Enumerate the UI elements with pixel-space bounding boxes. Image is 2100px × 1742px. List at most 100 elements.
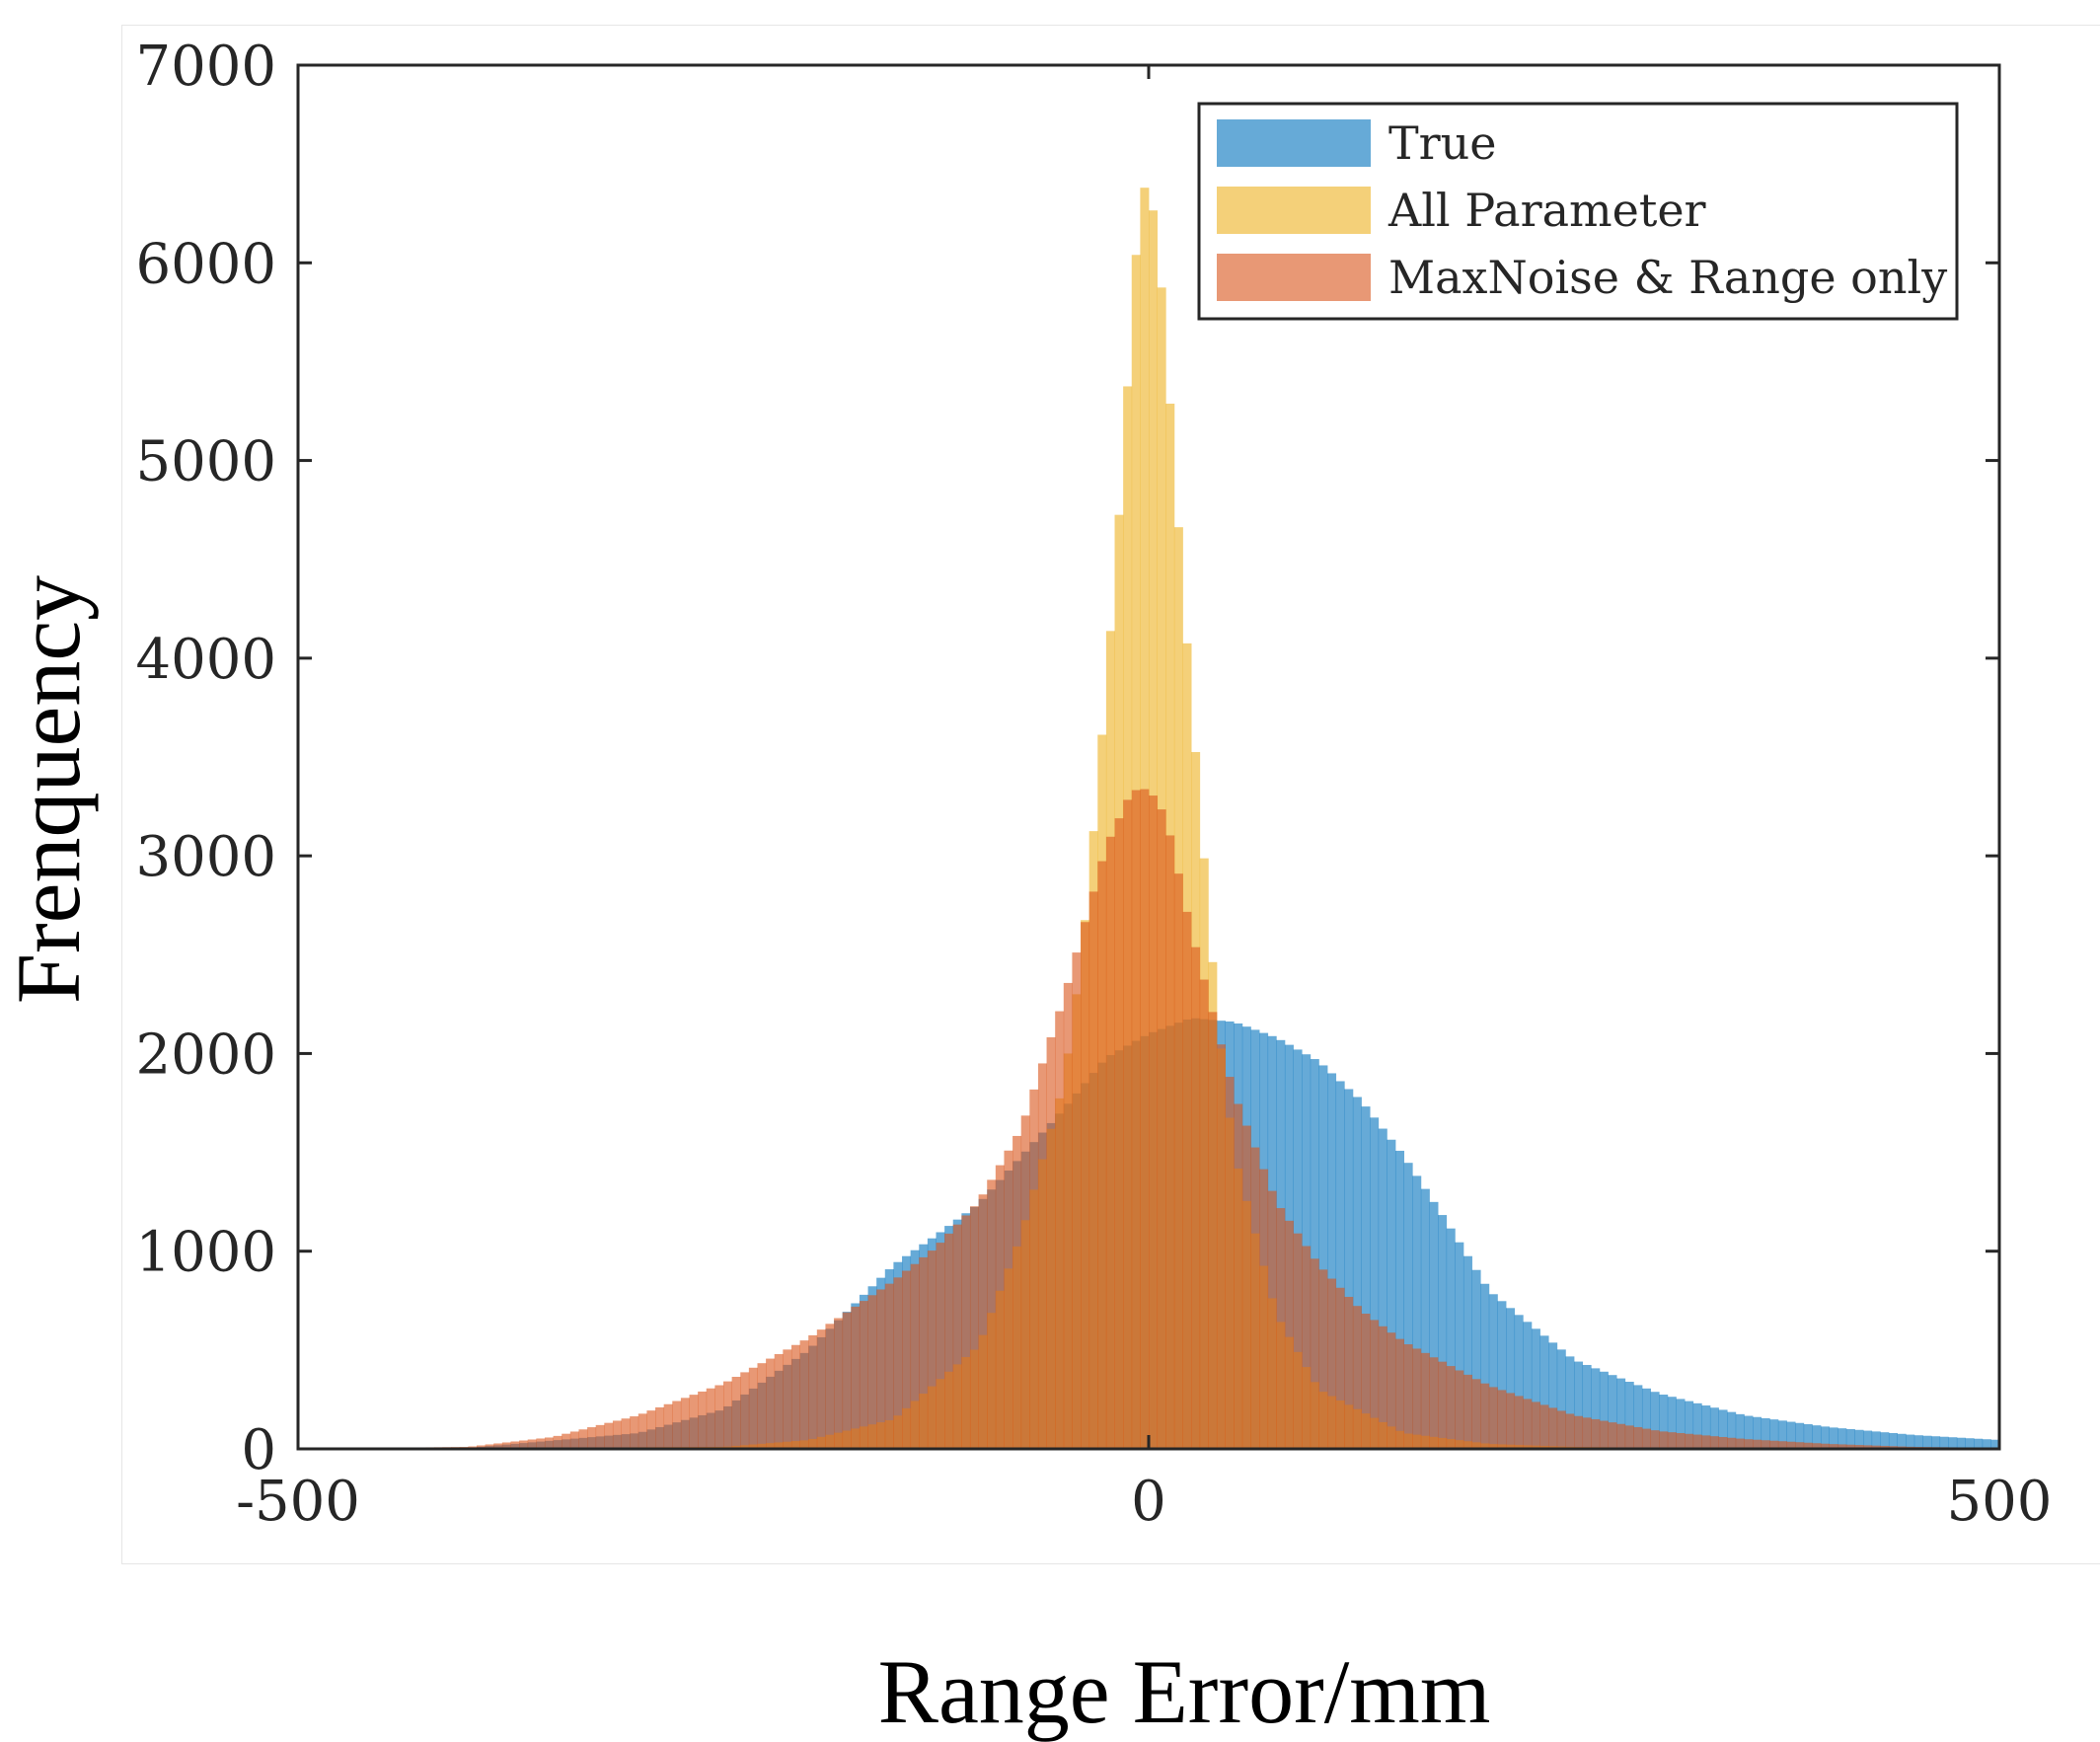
bar: [1718, 1436, 1728, 1449]
bar: [1685, 1401, 1694, 1449]
bar: [1624, 1425, 1634, 1449]
y-tick-label: 4000: [135, 628, 276, 692]
y-tick-label: 3000: [135, 825, 276, 889]
bar: [672, 1401, 682, 1449]
bar: [1744, 1439, 1754, 1449]
bar: [1608, 1375, 1617, 1449]
bar: [1608, 1422, 1617, 1449]
bar: [1633, 1385, 1643, 1449]
bar: [1523, 1322, 1533, 1449]
bar: [1616, 1423, 1626, 1449]
bar: [961, 1215, 971, 1449]
bar: [1650, 1430, 1660, 1449]
bar: [1701, 1405, 1711, 1449]
bar: [1318, 1269, 1328, 1449]
bar: [1037, 1063, 1047, 1449]
bar: [1088, 891, 1098, 1449]
bar: [1769, 1440, 1779, 1449]
x-tick-label: -500: [236, 1470, 360, 1534]
bar: [1387, 1139, 1396, 1449]
bar: [1880, 1445, 1890, 1449]
bar: [995, 1165, 1005, 1449]
y-axis-label: Frenquency: [0, 575, 99, 1004]
bar: [1701, 1435, 1711, 1449]
bar: [1829, 1444, 1838, 1449]
bar: [1012, 1135, 1022, 1449]
bar: [1582, 1417, 1592, 1449]
bar: [1506, 1393, 1516, 1449]
bar: [1982, 1439, 1991, 1449]
bar: [1318, 1065, 1328, 1449]
bar: [501, 1442, 511, 1449]
bar: [1753, 1439, 1762, 1449]
bar: [740, 1372, 750, 1449]
y-tick-label: 0: [241, 1418, 276, 1482]
bar: [1769, 1419, 1779, 1449]
bar: [1599, 1420, 1609, 1449]
bar: [1676, 1432, 1686, 1449]
bar: [1361, 1106, 1371, 1449]
bar: [1250, 1147, 1260, 1449]
bar: [1378, 1325, 1388, 1449]
bar: [757, 1363, 767, 1449]
bar: [1845, 1444, 1855, 1449]
figure-frame: [121, 25, 2100, 1564]
bar: [1403, 1163, 1413, 1449]
bar: [1352, 1097, 1362, 1449]
bar: [902, 1270, 912, 1449]
bar: [1081, 922, 1090, 1449]
bar: [1462, 1255, 1472, 1449]
bar: [1191, 947, 1201, 1449]
bar: [1149, 795, 1159, 1449]
bar: [1727, 1437, 1737, 1449]
bar: [1234, 1103, 1243, 1449]
bar: [1420, 1188, 1430, 1449]
bar: [1225, 1077, 1235, 1449]
bar: [851, 1306, 861, 1449]
bar: [748, 1367, 758, 1449]
bar: [1812, 1425, 1822, 1449]
bar: [774, 1353, 784, 1449]
y-tick-label: 1000: [135, 1221, 276, 1285]
bar: [638, 1413, 647, 1449]
bar: [1897, 1433, 1907, 1449]
x-axis-label: Range Error/mm: [878, 1641, 1491, 1742]
bar: [1462, 1374, 1472, 1449]
bar: [1922, 1435, 1932, 1449]
bar: [1574, 1361, 1584, 1449]
bar: [1913, 1435, 1923, 1449]
bar: [1208, 1012, 1218, 1449]
bar: [969, 1206, 979, 1449]
bar: [1344, 1296, 1354, 1449]
bar: [1650, 1392, 1660, 1449]
bar: [731, 1377, 741, 1449]
bar: [1777, 1420, 1787, 1449]
bar: [1241, 1125, 1251, 1449]
bar: [1514, 1315, 1524, 1449]
bar: [1302, 1246, 1312, 1449]
bar: [808, 1334, 818, 1449]
bar: [799, 1340, 809, 1449]
bar: [1838, 1428, 1847, 1449]
bar: [1880, 1432, 1890, 1449]
bar: [1616, 1378, 1626, 1449]
bar: [1539, 1404, 1549, 1449]
legend: True All Parameter MaxNoise & Range only: [1197, 102, 1959, 321]
bar: [1072, 952, 1082, 1449]
bar: [952, 1224, 962, 1449]
bar: [884, 1283, 894, 1449]
bar: [1004, 1150, 1013, 1449]
bar: [1394, 1150, 1404, 1449]
x-tick-label: 500: [1947, 1470, 2053, 1534]
bar: [604, 1422, 614, 1449]
bar: [1055, 1011, 1065, 1449]
bar: [825, 1324, 835, 1449]
bar: [1140, 789, 1150, 1449]
bar: [562, 1433, 571, 1449]
bar: [1378, 1128, 1388, 1449]
bar: [1370, 1320, 1380, 1449]
bar: [621, 1418, 631, 1449]
bar: [1761, 1417, 1770, 1449]
legend-swatch: [1217, 187, 1371, 234]
